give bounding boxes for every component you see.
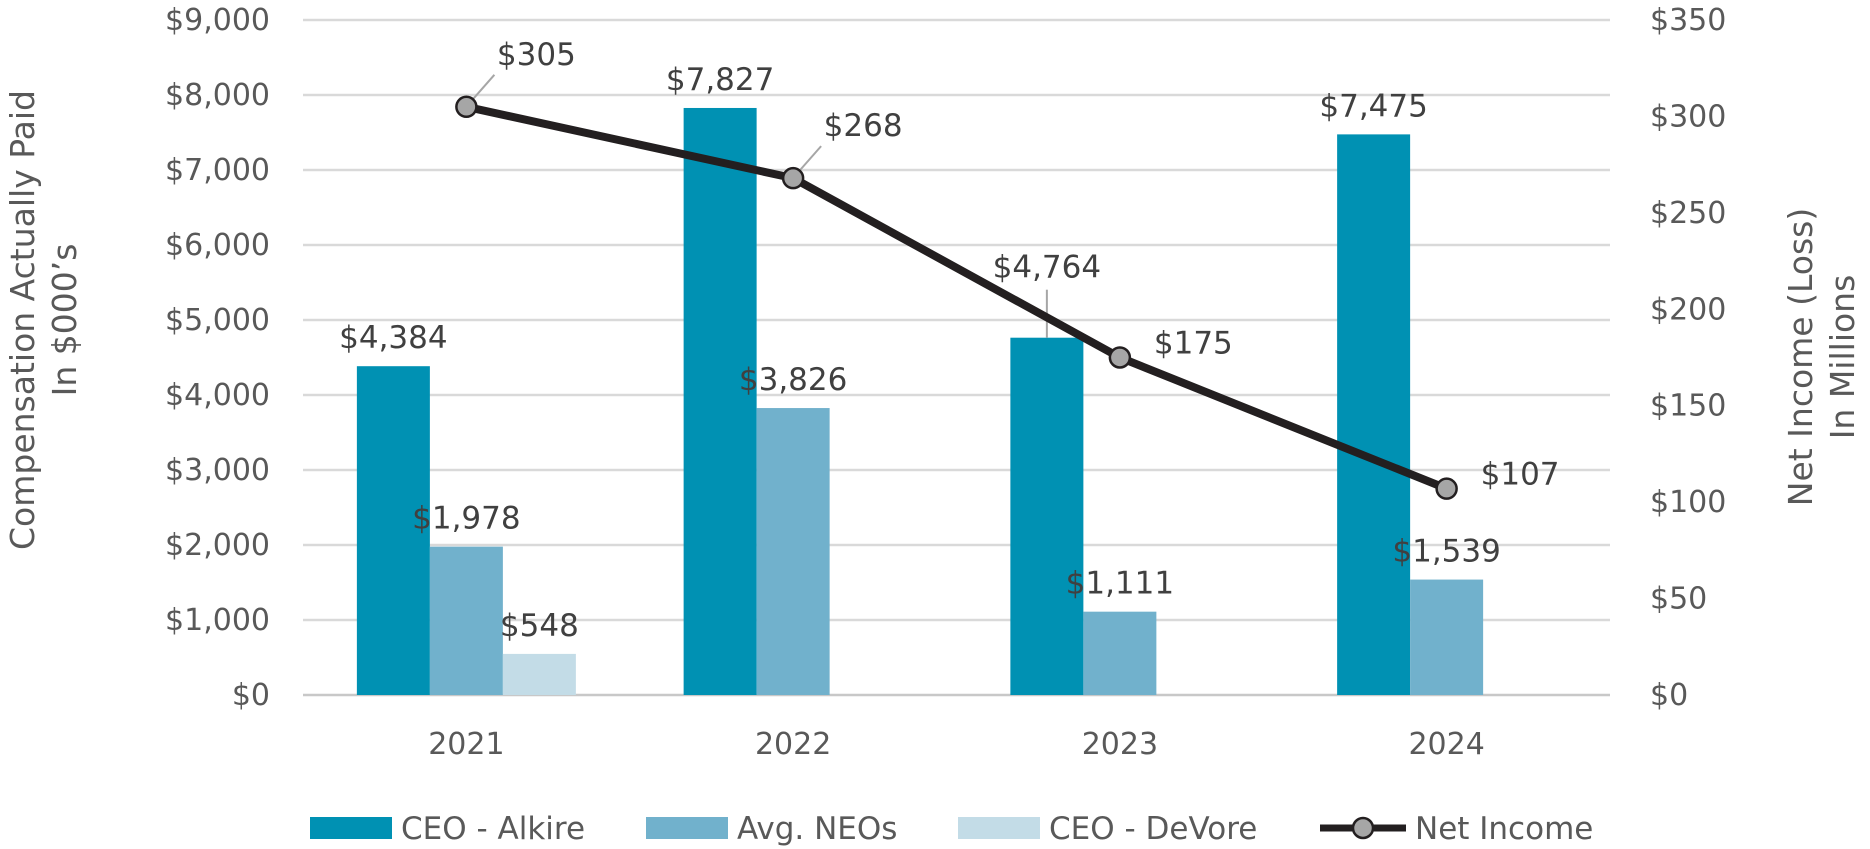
left-axis-ticks: $0 $1,000 $2,000 $3,000 $4,000 $5,000 $6,000 $7… — [165, 3, 270, 713]
bar-ceo-alkire-2024 — [1337, 134, 1411, 695]
data-labels: $4,384 $7,827 $4,764 $7,475 $1,978 $3,826 $1,1… — [339, 37, 1559, 644]
x-axis-ticks: 2021 2022 2023 2024 — [428, 727, 1485, 762]
data-label-ceo-alkire: $7,827 — [666, 62, 774, 98]
legend-item-ceo-devore[interactable]: CEO - DeVore — [958, 811, 1257, 847]
legend-swatch-ceo-devore — [958, 817, 1040, 839]
left-tick-label: $3,000 — [165, 453, 270, 488]
bar-avg-neos-2023 — [1083, 611, 1157, 695]
right-tick-label: $200 — [1650, 292, 1726, 327]
marker-net-income-2024 — [1435, 477, 1458, 500]
left-axis-title-line-1: Compensation Actually Paid — [3, 90, 42, 550]
right-tick-label: $350 — [1650, 3, 1726, 38]
left-tick-label: $0 — [232, 678, 270, 713]
bar-ceo-alkire-2023 — [1010, 337, 1084, 695]
bar-ceo-alkire-2022 — [683, 107, 757, 696]
left-tick-label: $7,000 — [165, 153, 270, 188]
net-income-line — [455, 95, 1458, 500]
data-label-ceo-alkire: $7,475 — [1319, 88, 1427, 124]
bar-ceo-devore-2021 — [502, 653, 576, 695]
left-axis-title-line-2: In $000’s — [45, 244, 84, 397]
left-tick-label: $6,000 — [165, 228, 270, 263]
legend-label-ceo-alkire: CEO - Alkire — [401, 811, 585, 847]
right-axis-ticks: $0 $50 $100 $150 $200 $250 $300 $350 — [1650, 3, 1726, 713]
data-label-net-income: $268 — [824, 108, 903, 144]
right-axis-title-line-2: In Millions — [1823, 275, 1862, 440]
legend-swatch-ceo-alkire — [310, 817, 392, 839]
left-tick-label: $5,000 — [165, 303, 270, 338]
left-tick-label: $4,000 — [165, 378, 270, 413]
data-label-net-income: $107 — [1481, 457, 1560, 493]
marker-net-income-2022 — [781, 166, 805, 190]
legend-label-avg-neos: Avg. NEOs — [737, 811, 897, 847]
left-tick-label: $9,000 — [165, 3, 270, 38]
line-net-income — [462, 102, 1451, 493]
data-label-ceo-devore: $548 — [500, 608, 579, 644]
legend-item-avg-neos[interactable]: Avg. NEOs — [646, 811, 897, 847]
legend-marker-net-income — [1351, 816, 1375, 840]
bars — [356, 107, 1484, 696]
leader-line — [798, 145, 822, 172]
right-tick-label: $250 — [1650, 196, 1726, 231]
x-tick-label: 2021 — [428, 727, 504, 762]
bar-avg-neos-2021 — [429, 546, 503, 695]
left-tick-label: $8,000 — [165, 78, 270, 113]
legend-item-net-income[interactable]: Net Income — [1320, 811, 1593, 847]
data-label-avg-neos: $1,111 — [1066, 566, 1174, 602]
x-tick-label: 2023 — [1082, 727, 1158, 762]
marker-net-income-2021 — [455, 95, 478, 119]
leader-line — [471, 74, 496, 101]
data-label-ceo-alkire: $4,764 — [993, 250, 1101, 286]
bar-avg-neos-2022 — [756, 408, 830, 695]
data-label-avg-neos: $3,826 — [739, 362, 847, 398]
data-label-ceo-alkire: $4,384 — [339, 320, 447, 356]
data-label-net-income: $175 — [1154, 326, 1233, 362]
x-tick-label: 2022 — [755, 727, 831, 762]
legend-item-ceo-alkire[interactable]: CEO - Alkire — [310, 811, 585, 847]
data-label-avg-neos: $1,539 — [1392, 534, 1500, 570]
legend-label-net-income: Net Income — [1415, 811, 1593, 847]
legend: CEO - Alkire Avg. NEOs CEO - DeVore Net … — [310, 811, 1593, 847]
data-label-avg-neos: $1,978 — [412, 501, 520, 537]
legend-label-ceo-devore: CEO - DeVore — [1049, 811, 1257, 847]
left-tick-label: $1,000 — [165, 603, 270, 638]
gridlines — [303, 18, 1610, 697]
right-tick-label: $50 — [1650, 582, 1707, 617]
bar-avg-neos-2024 — [1410, 579, 1484, 695]
right-tick-label: $0 — [1650, 678, 1688, 713]
x-tick-label: 2024 — [1408, 727, 1484, 762]
right-axis-title-line-1: Net Income (Loss) — [1781, 208, 1820, 506]
right-tick-label: $300 — [1650, 99, 1726, 134]
data-label-net-income: $305 — [497, 37, 576, 73]
left-tick-label: $2,000 — [165, 528, 270, 563]
marker-net-income-2023 — [1108, 346, 1132, 369]
right-tick-label: $150 — [1650, 389, 1726, 424]
leader-lines — [471, 74, 1048, 338]
right-tick-label: $100 — [1650, 485, 1726, 520]
legend-swatch-avg-neos — [646, 817, 728, 839]
bar-ceo-alkire-2021 — [356, 366, 430, 695]
